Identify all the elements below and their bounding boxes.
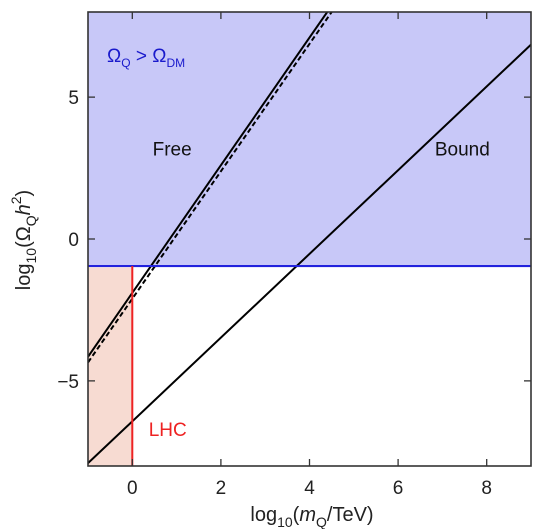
annotation-free: Free bbox=[153, 139, 192, 160]
annotation-lhc: LHC bbox=[149, 420, 187, 441]
y-axis-title: log10(ΩQh2) bbox=[8, 190, 39, 290]
x-tick-label: 6 bbox=[393, 478, 404, 499]
dm-overabundance-region bbox=[88, 12, 531, 268]
series-line-1 bbox=[88, 43, 531, 464]
y-tick-label: −5 bbox=[57, 372, 79, 393]
shaded-regions bbox=[88, 12, 531, 466]
x-tick-label: 2 bbox=[216, 478, 227, 499]
series-line-2 bbox=[88, 12, 333, 364]
region-label: ΩQ > ΩDM bbox=[107, 46, 185, 70]
x-axis-title: log10(mQ/TeV) bbox=[250, 504, 373, 529]
x-tick-label: 4 bbox=[304, 478, 315, 499]
annotation-bound: Bound bbox=[435, 139, 490, 160]
x-tick-label: 0 bbox=[127, 478, 138, 499]
y-tick-label: 5 bbox=[68, 88, 79, 109]
series-lines bbox=[88, 12, 531, 466]
series-line-3 bbox=[88, 12, 329, 358]
annotations: Free Bound LHC bbox=[149, 139, 490, 441]
ticks: 0 2 4 6 8 −5 0 5 bbox=[57, 12, 531, 499]
y-tick-label: 0 bbox=[68, 230, 79, 251]
x-tick-label: 8 bbox=[481, 478, 492, 499]
lhc-excluded-region bbox=[88, 267, 133, 466]
